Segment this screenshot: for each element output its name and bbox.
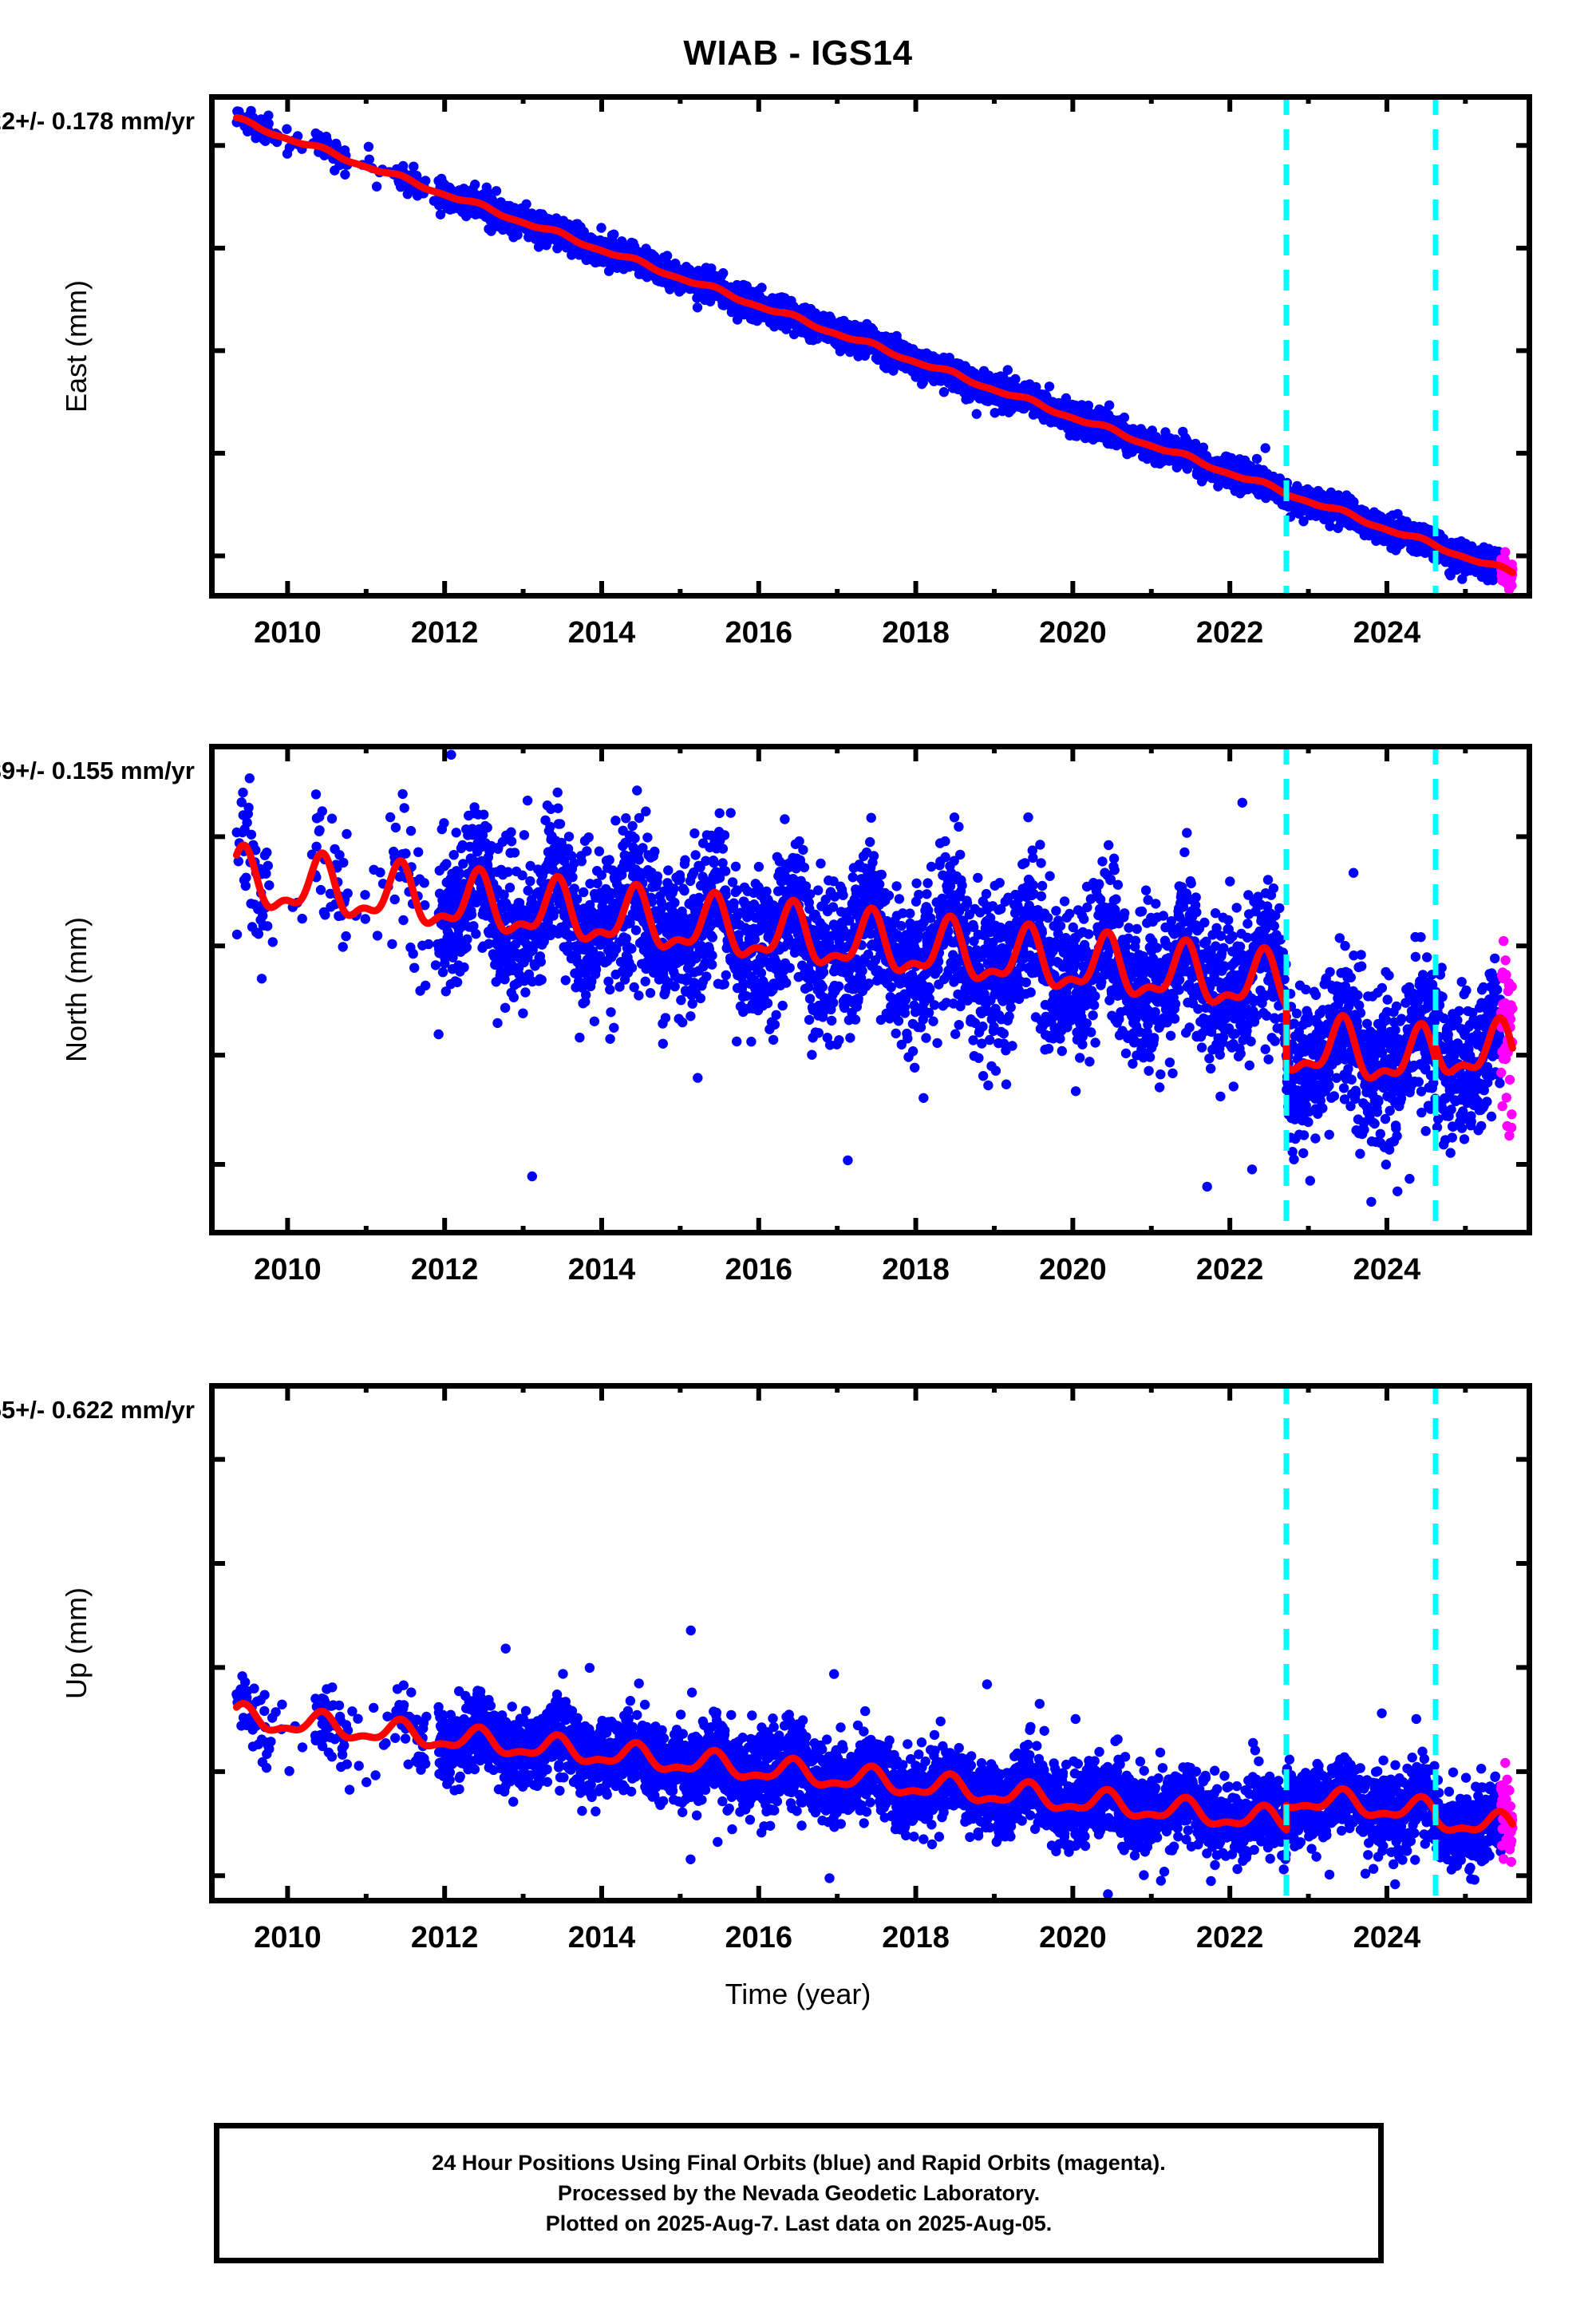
x-tick-label: 2010 [254, 1253, 322, 1286]
x-tick-label: 2024 [1353, 616, 1421, 650]
rate-annotation-east: -16.322+/- 0.178 mm/yr [0, 107, 195, 135]
plot-frame [209, 94, 1532, 599]
model-fit-line [1282, 1012, 1440, 1082]
y-axis-title-up: Up (mm) [59, 1587, 93, 1699]
x-tick-label: 2022 [1195, 616, 1264, 650]
x-tick-label: 2016 [725, 616, 793, 650]
model-fit-line [1432, 542, 1516, 577]
model-fit-line [1432, 1808, 1516, 1834]
x-tick-label: 2012 [410, 1921, 479, 1954]
x-tick-label: 2018 [882, 616, 950, 650]
model-fit-line [232, 114, 1290, 498]
x-tick-label: 2018 [882, 1921, 950, 1954]
plot-area-east [231, 105, 1518, 595]
plot-frame [209, 744, 1532, 1235]
plot-area-north [231, 749, 1518, 1235]
x-tick-label: 2014 [567, 616, 636, 650]
data-points-final-orbits [231, 105, 1506, 586]
x-tick-label: 2016 [725, 1253, 793, 1286]
x-tick-label: 2012 [410, 616, 479, 650]
x-tick-label: 2014 [567, 1253, 636, 1286]
data-points-final-orbits [231, 749, 1506, 1235]
rate-annotation-up: -2.255+/- 0.622 mm/yr [0, 1396, 195, 1424]
x-tick-label: 2024 [1353, 1253, 1421, 1286]
y-axis-title-east: East (mm) [60, 280, 93, 413]
x-tick-label: 2010 [254, 1921, 322, 1954]
x-tick-label: 2024 [1353, 1921, 1421, 1954]
caption-line-2: Processed by the Nevada Geodetic Laborat… [557, 2180, 1041, 2205]
x-tick-label: 2010 [254, 616, 322, 650]
caption-line-3: Plotted on 2025-Aug-7. Last data on 2025… [545, 2211, 1053, 2236]
panel-north: 40-4-820102012201420162018202020222024-0… [0, 744, 1532, 1286]
x-tick-label: 2020 [1039, 1921, 1107, 1954]
x-tick-label: 2012 [410, 1253, 479, 1286]
plot-area-up [231, 1625, 1518, 1899]
rate-annotation-north: -0.289+/- 0.155 mm/yr [0, 757, 195, 785]
panel-east: 120600-60-120201020122014201620182020202… [0, 94, 1532, 650]
model-fit-line [232, 841, 1290, 1010]
plot-frame [209, 1383, 1532, 1903]
data-points-final-orbits [231, 1625, 1506, 1899]
x-axis-title: Time (year) [725, 1978, 871, 2010]
x-tick-label: 2020 [1039, 1253, 1107, 1286]
x-tick-label: 2014 [567, 1921, 636, 1954]
model-fit-line [232, 1700, 1290, 1834]
x-tick-label: 2022 [1195, 1921, 1264, 1954]
y-axis-title-north: North (mm) [60, 917, 93, 1062]
model-fit-line [1282, 1784, 1440, 1820]
page-title: WIAB - IGS14 [683, 34, 913, 73]
x-tick-label: 2018 [882, 1253, 950, 1286]
model-fit-line [1432, 1014, 1516, 1077]
caption-line-1: 24 Hour Positions Using Final Orbits (bl… [432, 2150, 1166, 2175]
x-tick-label: 2020 [1039, 616, 1107, 650]
x-tick-label: 2016 [725, 1921, 793, 1954]
panel-up: 9060300-30201020122014201620182020202220… [0, 1383, 1532, 1954]
model-fit-line [1282, 491, 1440, 550]
x-tick-label: 2022 [1195, 1253, 1264, 1286]
caption-box: 24 Hour Positions Using Final Orbits (bl… [214, 2123, 1384, 2263]
